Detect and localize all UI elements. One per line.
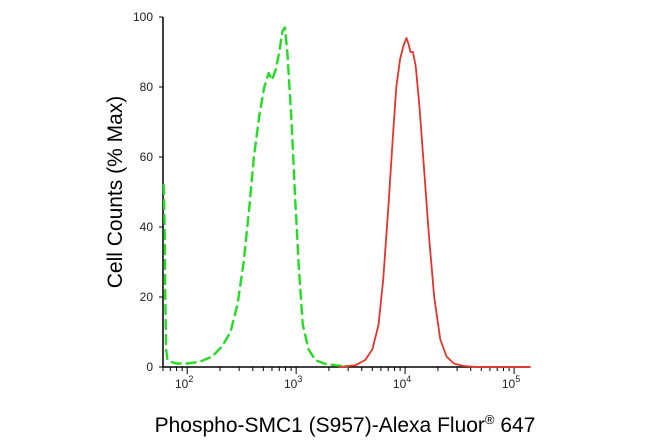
series-line-2 [338,37,531,368]
x-axis-title-superscript: ® [485,412,495,427]
x-axis-title-suffix: 647 [495,414,536,437]
x-axis-ticks: 102 103 104 105 [162,367,520,391]
x-tick-label: 105 [502,374,520,391]
y-axis-ticks: 0 20 40 60 80 100 [133,10,163,374]
series-line-1 [162,26,350,368]
x-tick-label: 103 [284,374,302,391]
x-tick-label: 104 [393,374,411,391]
y-tick-label: 0 [146,360,153,374]
y-tick-label: 60 [140,150,154,164]
x-tick-label: 102 [175,374,193,391]
x-axis-title-main: Phospho-SMC1 (S957)-Alexa Fluor [155,414,485,437]
y-axis-title: Cell Counts (% Max) [104,96,127,289]
series-group [162,26,531,368]
y-tick-label: 80 [140,80,154,94]
y-tick-label: 100 [133,10,153,24]
y-tick-label: 40 [140,220,154,234]
x-axis-title: Phospho-SMC1 (S957)-Alexa Fluor® 647 [155,412,536,437]
y-tick-label: 20 [140,290,154,304]
plot-area: 0 20 40 60 80 100 102 103 104 105 [133,10,531,391]
